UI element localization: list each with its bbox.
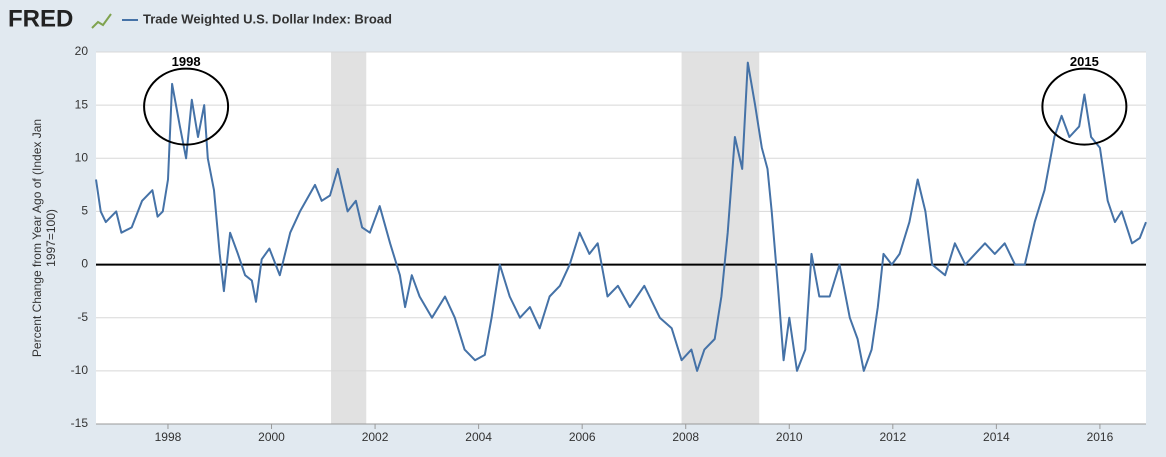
annotation-circle: [1041, 67, 1128, 146]
recession-band: [331, 52, 367, 424]
y-tick-label: -15: [71, 416, 89, 430]
y-tick-label: 20: [75, 44, 89, 58]
annotation: 2015: [1070, 54, 1099, 69]
annotation: 1998: [172, 54, 201, 69]
annotation-circle: [143, 67, 230, 146]
x-tick-label: 2002: [362, 430, 389, 444]
y-tick-label: 0: [81, 257, 88, 271]
logo: FRED: [8, 5, 73, 32]
y-tick-label: -10: [71, 363, 89, 377]
y-tick-label: 5: [81, 204, 88, 218]
x-tick-label: 2012: [879, 430, 906, 444]
x-tick-label: 2004: [465, 430, 492, 444]
x-tick-label: 1998: [155, 430, 182, 444]
x-tick-label: 2000: [258, 430, 285, 444]
x-tick-label: 2014: [983, 430, 1010, 444]
y-tick-label: -5: [77, 310, 88, 324]
x-tick-label: 2010: [776, 430, 803, 444]
x-tick-label: 2016: [1087, 430, 1114, 444]
recession-band: [681, 52, 760, 424]
logo-icon: [91, 13, 112, 29]
x-tick-label: 2008: [672, 430, 699, 444]
plot-area: [96, 52, 1146, 424]
data-line: [95, 61, 1147, 372]
x-tick-label: 2006: [569, 430, 596, 444]
y-axis-label-line: Percent Change from Year Ago of (Index J…: [30, 119, 44, 357]
legend-label: Trade Weighted U.S. Dollar Index: Broad: [143, 11, 392, 26]
y-axis-label-line: 1997=100): [44, 209, 58, 267]
y-tick-label: 10: [75, 150, 89, 164]
y-tick-label: 15: [75, 97, 89, 111]
y-axis-label: Percent Change from Year Ago of (Index J…: [30, 119, 58, 357]
